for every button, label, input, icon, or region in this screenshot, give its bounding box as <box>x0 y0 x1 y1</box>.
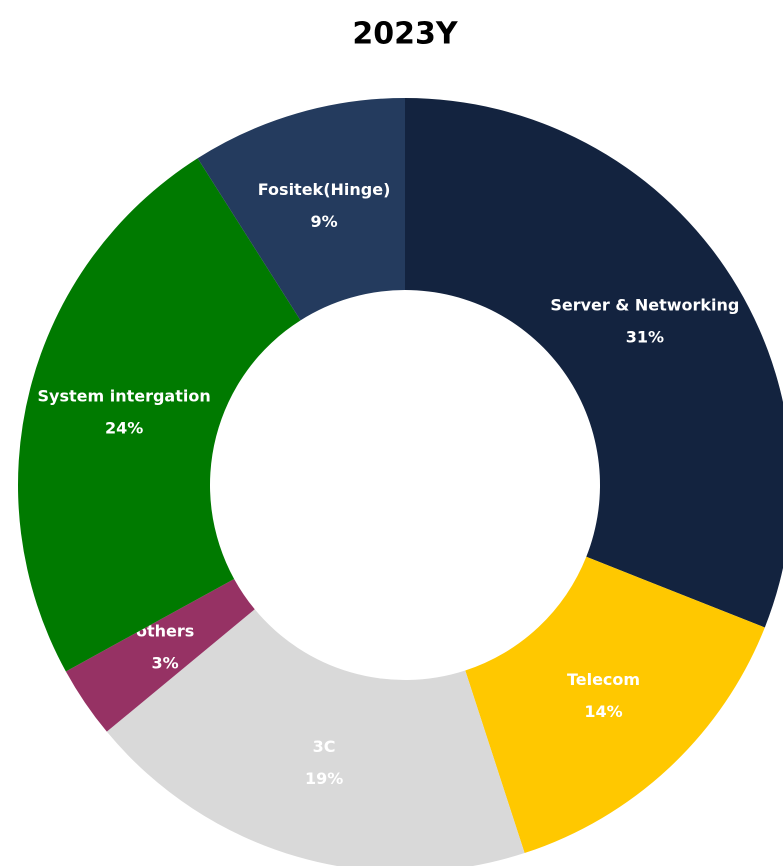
donut-slice <box>405 98 783 628</box>
slice-label: Telecom <box>567 670 640 689</box>
slice-label: Server & Networking <box>550 295 739 314</box>
slice-label: others <box>136 622 194 641</box>
donut-slice <box>18 158 301 672</box>
slice-value-label: 9% <box>311 212 338 231</box>
slice-value-label: 19% <box>305 769 343 788</box>
slice-label: 3C <box>313 737 336 756</box>
donut-slice <box>465 556 765 854</box>
chart-title: 2023Y <box>352 17 458 52</box>
slice-value-label: 3% <box>152 654 179 673</box>
slice-value-label: 31% <box>626 327 664 346</box>
slice-label: System intergation <box>37 386 210 405</box>
slice-value-label: 14% <box>584 702 622 721</box>
donut-slice <box>106 609 525 866</box>
slice-value-label: 24% <box>105 418 143 437</box>
donut-slice <box>65 578 255 732</box>
donut-slice <box>197 98 405 321</box>
slice-label: Fositek(Hinge) <box>258 180 391 199</box>
